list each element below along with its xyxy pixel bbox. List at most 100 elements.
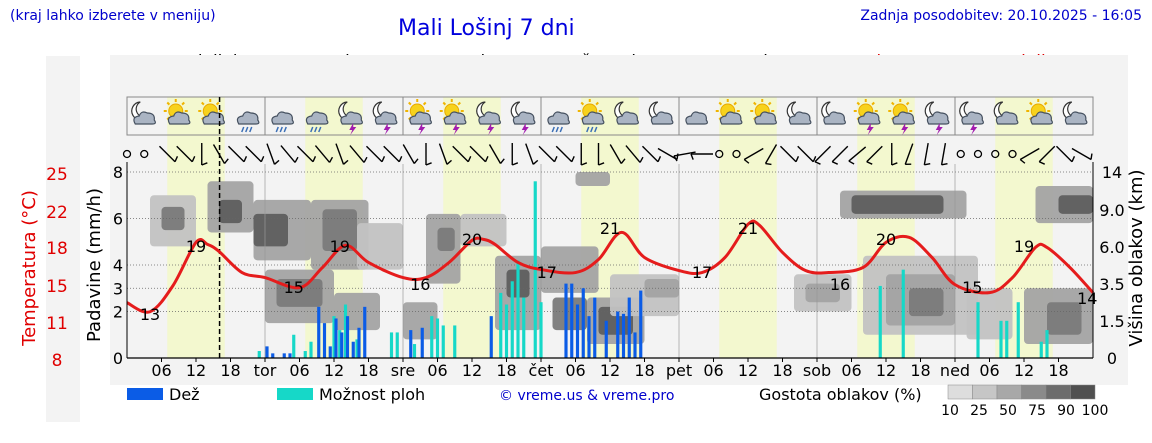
wind-barb [1019,158,1026,164]
wind-barb-icon [1055,145,1076,163]
cloud-shape [995,111,1019,125]
cloud-shape [1064,111,1088,125]
cloud-shape [581,111,605,125]
rain-bar [265,346,269,358]
page-title: Mali Lošinj 7 dni [398,16,575,41]
rain-bar [420,327,424,358]
x-tick-label: sre [391,361,415,380]
wind-barb [673,155,678,162]
sun-ray [215,101,220,106]
sun-ray [871,101,875,106]
wind-barb-icon [690,153,713,160]
rain-legend-label: Dež [169,385,200,404]
x-tick-label: sob [803,361,831,380]
wind-barb-icon [511,143,519,166]
cloud-density-swatch [996,384,1022,400]
wind-barb [223,158,229,164]
rain-bar [271,353,275,358]
wind-calm-icon [140,149,149,159]
rain-bar [340,332,344,358]
cloud-shape [409,111,432,125]
lightning-bolt [487,123,495,135]
rain-bar [328,346,332,358]
wind-barb [676,153,679,160]
x-tick-label: čet [529,361,554,380]
wind-shaft [1055,145,1073,163]
wind-barb-icon [488,144,505,164]
x-tick-label: ned [940,361,970,380]
shower-bar [303,351,307,358]
wind-calm-icon [732,149,741,159]
temp-axis-label: Temperatura (°C) [19,190,40,347]
temp-tick-label: 18 [46,239,68,259]
wind-barb-icon [383,145,403,163]
temperature-label: 17 [537,263,557,282]
wind-barb [201,162,208,166]
cloud-shape [374,111,398,125]
wind-barb-icon [201,143,208,166]
lightning-bolt [866,123,874,135]
wind-barb [328,156,334,163]
location-hint[interactable]: (kraj lahko izberete v meniju) [10,8,216,24]
lightning-bolt [418,123,426,135]
temperature-label: 14 [1077,289,1097,308]
wind-barb [363,156,368,163]
moon-cloud-icon [993,101,1019,125]
wind-shaft [743,147,764,161]
wind-barb-icon [158,145,179,163]
lightning-bolt [970,123,978,135]
wind-barb [795,156,800,163]
moon-cloud-icon [786,101,812,125]
wind-barb [814,161,821,165]
rain-bar [351,341,355,358]
cloud-density-level: 50 [999,403,1017,419]
shower-bar [999,320,1003,358]
sun-thunder-icon [853,99,881,135]
shower-bar [499,292,503,358]
wind-barb [425,162,432,166]
rain-legend-swatch [127,388,163,400]
rain-drop [586,126,590,133]
wind-barb [831,161,838,165]
rain-drop [310,126,314,133]
cloud-shape [236,111,260,125]
wind-barb [580,162,588,166]
x-tick-label: 18 [772,361,792,380]
wind-barb-icon [176,145,196,163]
rain-bar [357,327,361,358]
wind-shaft [525,143,534,165]
wind-barb [499,158,505,164]
cloud-rain-icon [305,111,329,133]
wind-shaft [365,145,383,163]
temperature-label: 19 [1014,237,1034,256]
cloud-shape [719,111,743,125]
wind-barb [191,156,196,163]
left-gray-strip [46,56,80,422]
wind-barb [553,156,558,163]
rain-drop [249,126,253,133]
cloud-layer [909,288,944,317]
wind-barb [1038,161,1045,165]
wind-shaft [641,145,659,163]
lightning-bolt [935,123,943,135]
rain-drop [594,126,598,133]
moon-cloud-icon [614,101,639,125]
rain-drop [590,126,594,133]
x-tick-label: 12 [324,361,344,380]
rain-drop [283,126,287,133]
wind-barb [413,158,419,164]
shower-bar [878,285,882,358]
wind-barb [381,156,386,163]
wind-barb [243,156,248,163]
rain-bar [633,332,637,358]
wind-barb-icon [891,143,898,166]
wind-barb-icon [866,145,883,165]
wind-barb-icon [296,145,317,163]
wind-barb-icon [438,143,452,165]
wind-barb-icon [940,143,948,166]
wind-shaft [402,144,415,164]
sun-thunder-icon [888,99,915,135]
rain-bar [282,353,286,358]
rain-drop [555,126,559,133]
credit-link[interactable]: © vreme.us & vreme.pro [499,388,675,404]
